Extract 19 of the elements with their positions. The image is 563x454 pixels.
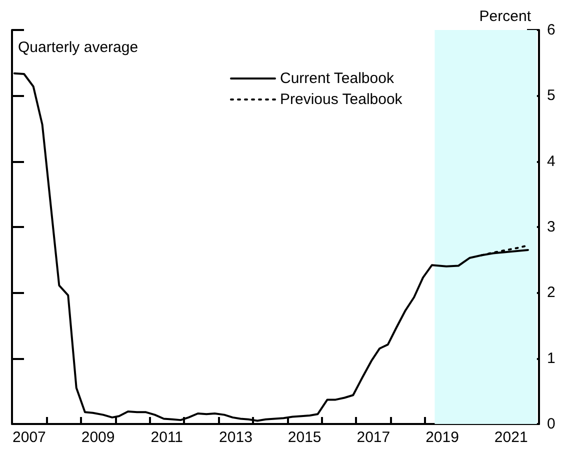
legend-label: Current Tealbook bbox=[280, 70, 394, 87]
legend-label: Previous Tealbook bbox=[280, 91, 403, 108]
y-tick-label: 4 bbox=[547, 152, 556, 170]
y-tick-label: 2 bbox=[547, 284, 556, 302]
x-tick-label: 2017 bbox=[356, 429, 390, 446]
y-tick-label: 5 bbox=[547, 87, 556, 104]
x-tick-label: 2019 bbox=[426, 429, 459, 446]
x-tick-label: 2009 bbox=[81, 429, 115, 446]
y-tick-label: 1 bbox=[547, 350, 556, 367]
x-tick-label: 2011 bbox=[150, 429, 184, 446]
y-tick-label: 0 bbox=[547, 416, 556, 432]
x-tick-label: 2021 bbox=[494, 429, 528, 446]
x-tick-label: 2013 bbox=[219, 429, 252, 446]
y-tick-label: 6 bbox=[547, 22, 556, 38]
y-tick-label: 3 bbox=[547, 218, 556, 236]
x-tick-label: 2015 bbox=[288, 429, 322, 446]
y-axis-title: Percent bbox=[479, 8, 532, 25]
x-tick-label: 2007 bbox=[12, 429, 46, 446]
annotation: Quarterly average bbox=[18, 39, 138, 56]
